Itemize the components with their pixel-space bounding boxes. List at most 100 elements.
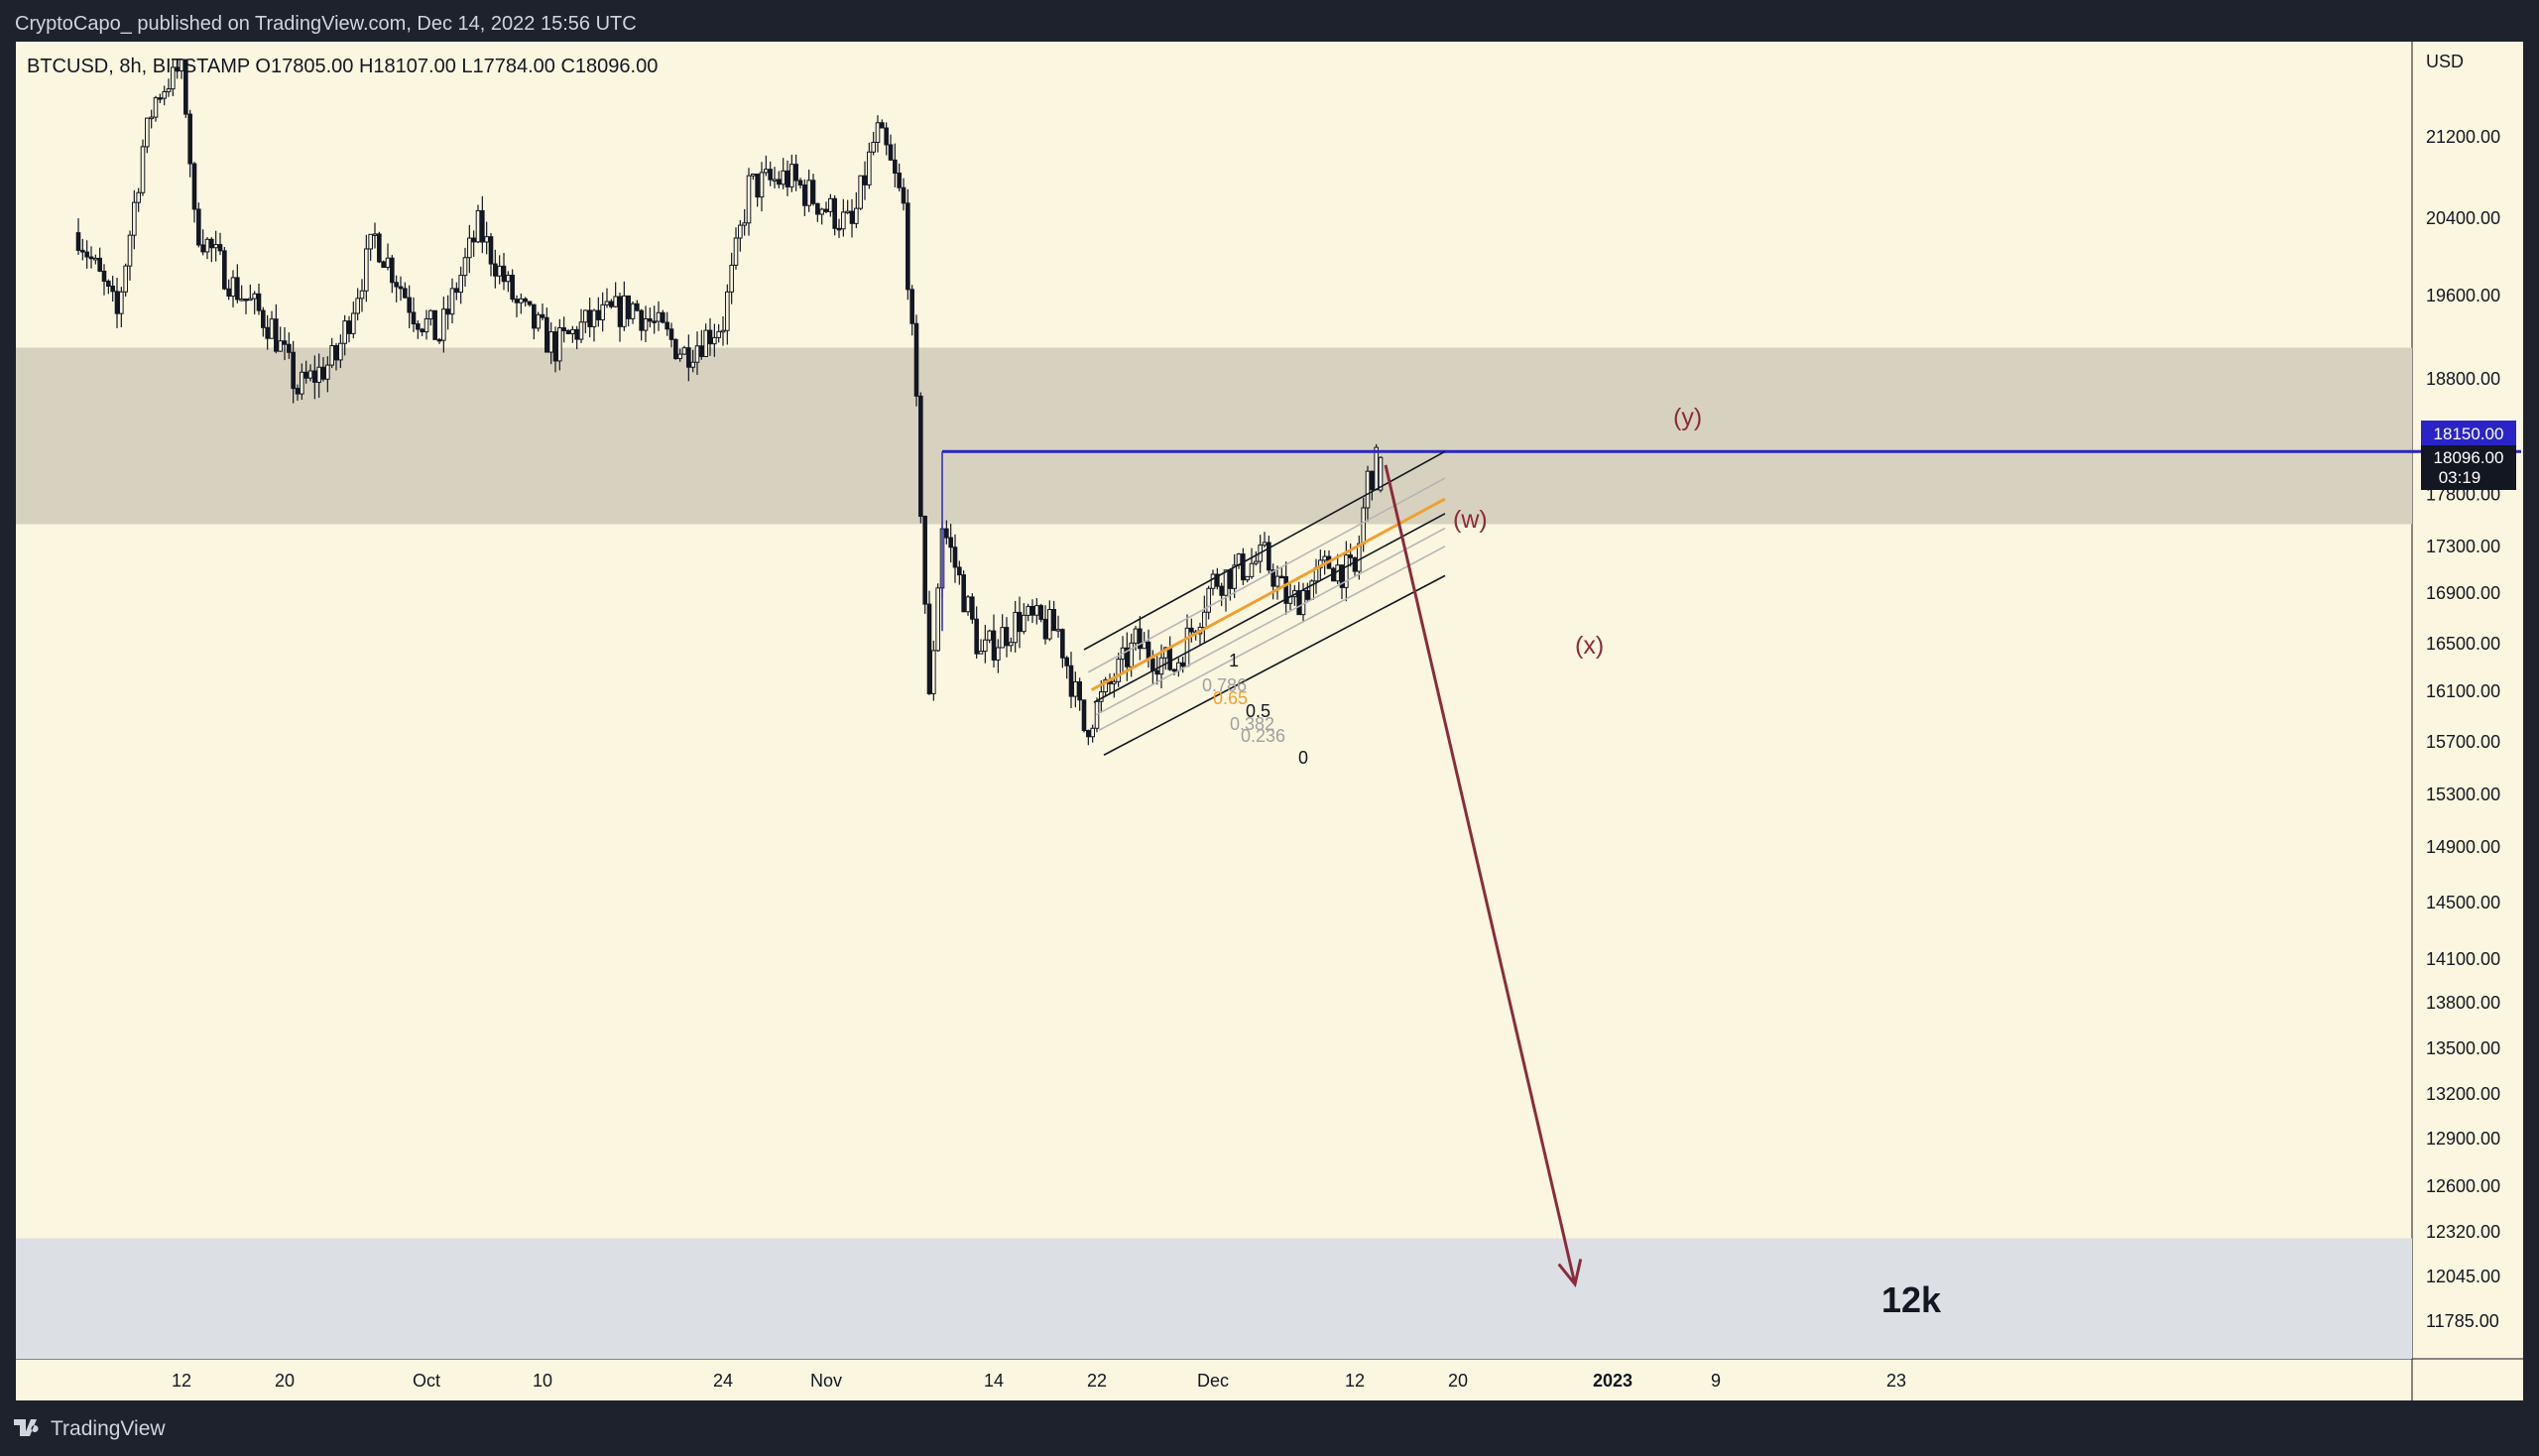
candle-body-down [209,238,214,249]
candle-body-down [407,297,412,313]
candle-body-up [140,146,146,193]
candle [591,308,597,342]
candle [398,276,404,302]
candle [171,60,176,96]
candle [1029,599,1035,624]
candle-body-up [772,179,778,182]
fib-level-line [1093,513,1446,703]
candle [871,131,876,156]
candle [127,230,133,281]
candle-body-up [871,141,876,153]
candle [793,154,798,191]
candle [256,283,262,315]
candle-body-down [648,317,653,322]
price-tick-label: 12900.00 [2426,1129,2500,1149]
candle-body-up [1103,678,1108,693]
candle [540,303,545,321]
candle-body-down [445,308,450,315]
projection-arrow[interactable] [1384,464,1583,1288]
candle [781,158,786,189]
price-tick-label: 18800.00 [2426,369,2500,389]
candle [97,247,102,273]
candle [1038,603,1043,623]
price-tick-label: 14500.00 [2426,893,2500,912]
candle-body-down [416,323,421,330]
candle [501,252,507,291]
tradingview-logo[interactable]: TradingView [14,1417,166,1440]
candle-body-up [307,370,313,379]
candle [789,154,794,192]
candle-body-down [815,202,820,215]
candle [884,122,889,156]
price-axis-unit: USD [2426,52,2464,71]
candle [565,328,571,335]
candle-body-up [506,275,511,283]
candle [213,230,218,262]
candle [149,109,154,129]
candle [626,295,631,327]
candle-body-down [565,329,571,334]
candle-body-up [93,257,98,261]
candle-body-down [906,202,910,291]
candle-body-down [1270,569,1275,587]
candle-body-up [1013,611,1018,644]
candle-body-down [974,618,979,655]
candle-body-down [320,366,326,380]
candle-body-up [1206,587,1211,613]
candle-body-up [364,248,369,292]
candle-body-up [764,169,769,174]
candle [527,301,533,307]
chart-pane[interactable] [16,42,2412,1359]
candle-body-down [893,159,898,175]
candle-body-down [668,328,674,340]
candle-body-down [961,574,966,613]
candle-body-up [1202,611,1207,629]
candle [1090,724,1095,743]
candle [875,115,881,153]
candle-body-down [175,66,180,71]
time-tick-label: Oct [413,1371,440,1391]
tradingview-brand: TradingView [51,1417,166,1440]
candle [1215,567,1220,590]
candle-body-down [390,257,395,284]
candle-body-down [295,388,301,395]
price-axis[interactable] [2412,42,2523,1400]
candle [609,299,614,309]
time-tick-label: 9 [1711,1371,1721,1391]
candle-body-up [359,290,365,300]
price-tick-label: 13500.00 [2426,1038,2500,1058]
candle [1017,596,1023,649]
candle [532,303,537,340]
candle-body-up [119,291,124,314]
candle [119,287,124,328]
candle [274,303,279,354]
candle-body-up [1210,573,1216,589]
candle-body-down [922,516,927,605]
candle [617,292,623,342]
candle-body-down [110,286,115,293]
candle [557,318,562,371]
candle-body-down [797,180,803,186]
candle-body-down [158,97,163,100]
candle-body-up [716,330,721,338]
candle [668,322,674,348]
candle-body-up [548,331,553,353]
candle [665,311,669,336]
candle [729,252,734,304]
candle [764,155,769,177]
candle-body-up [729,264,734,293]
candle [1073,671,1078,708]
time-axis[interactable] [16,1359,2412,1400]
candle [123,263,128,297]
candle [441,297,446,353]
candle [746,168,752,236]
candle-body-down [991,630,997,661]
candle-body-down [1051,609,1056,632]
candle-body-down [652,320,657,323]
candle [858,175,863,210]
candle [716,323,721,343]
candle-body-down [1180,662,1185,667]
candle-body-up [1232,564,1237,589]
candle-body-down [1029,605,1035,616]
